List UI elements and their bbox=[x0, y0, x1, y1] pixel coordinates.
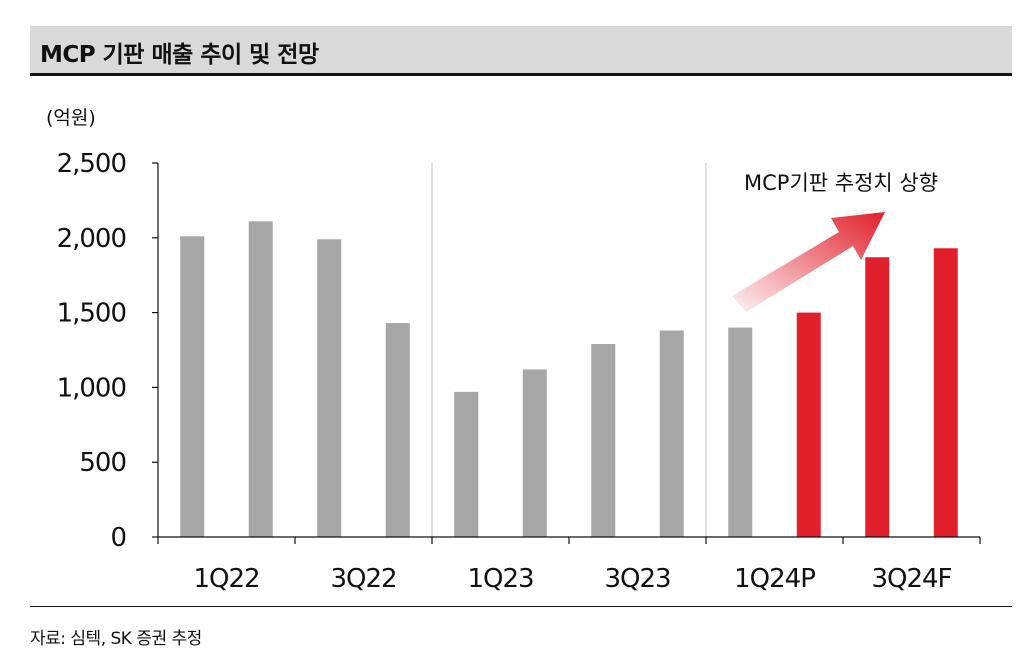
y-tick-label: 1,000 bbox=[57, 373, 126, 403]
bar-3q23 bbox=[591, 344, 616, 537]
title-bar: MCP 기판 매출 추이 및 전망 bbox=[30, 26, 1012, 76]
x-tick-label: 1Q24P bbox=[734, 564, 815, 594]
x-tick-label: 1Q23 bbox=[467, 564, 533, 594]
bar-4q24f bbox=[933, 248, 958, 537]
bar-4q23 bbox=[659, 330, 684, 537]
x-tick-label: 3Q23 bbox=[604, 564, 670, 594]
bar-1q24p bbox=[728, 327, 753, 537]
bar-2q24f bbox=[796, 312, 821, 537]
source-note: 자료: 심텍, SK 증권 추정 bbox=[30, 629, 202, 649]
x-tick-label: 3Q22 bbox=[330, 564, 396, 594]
bar-3q22 bbox=[317, 239, 342, 537]
x-tick-label: 3Q24F bbox=[871, 564, 951, 594]
bottom-rule bbox=[30, 606, 1012, 607]
bar-2q23 bbox=[522, 369, 547, 537]
y-axis-unit: (억원) bbox=[46, 107, 96, 129]
chart-title: MCP 기판 매출 추이 및 전망 bbox=[40, 42, 319, 68]
y-tick-label: 500 bbox=[79, 448, 126, 478]
bar-2q22 bbox=[248, 221, 273, 537]
bar-1q22 bbox=[180, 236, 205, 537]
y-tick-label: 2,500 bbox=[57, 149, 126, 179]
trend-annotation: MCP기판 추정치 상향 bbox=[744, 171, 938, 195]
y-tick-label: 2,000 bbox=[57, 224, 126, 254]
bar-1q23 bbox=[454, 391, 479, 537]
y-tick-label: 1,500 bbox=[57, 299, 126, 329]
bar-3q24f bbox=[865, 257, 890, 537]
y-tick-label: 0 bbox=[110, 523, 126, 553]
trend-arrow bbox=[732, 212, 885, 312]
bar-4q22 bbox=[385, 323, 410, 537]
x-tick-label: 1Q22 bbox=[193, 564, 259, 594]
